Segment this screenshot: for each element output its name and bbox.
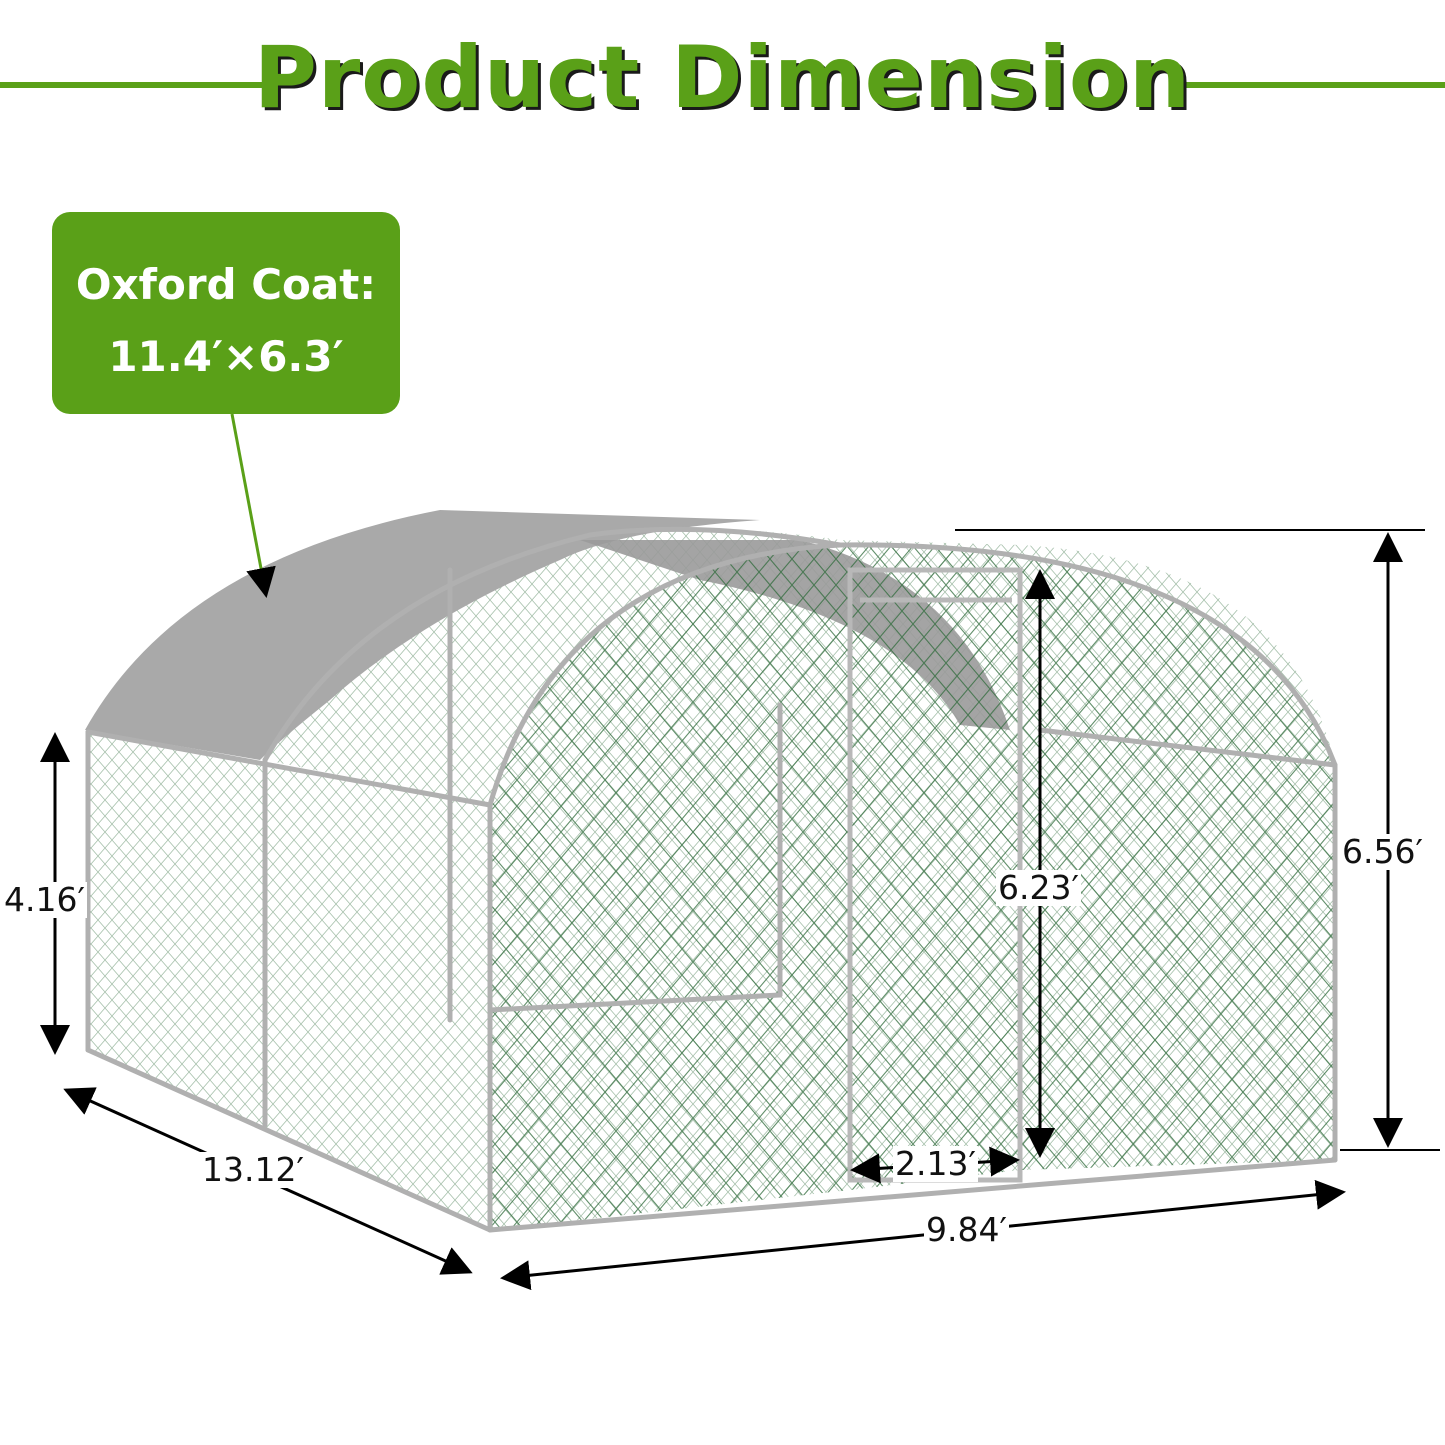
- callout-size: 11.4′×6.3′: [108, 332, 344, 381]
- page-title: Product Dimension: [253, 28, 1192, 128]
- title-rule-left: [0, 82, 272, 88]
- callout-pointer: [230, 413, 276, 598]
- width-line: [500, 1179, 1346, 1291]
- title-rule-right: [1172, 82, 1445, 88]
- total-height-label: 6.56′: [1340, 832, 1425, 871]
- oxford-coat-callout: Oxford Coat: 11.4′×6.3′: [52, 212, 400, 414]
- callout-label: Oxford Coat:: [75, 260, 377, 309]
- door-width-label: 2.13′: [893, 1144, 978, 1183]
- door-height-label: 6.23′: [996, 868, 1081, 907]
- front-mesh: [490, 544, 1335, 1230]
- middle-arch: [262, 526, 843, 763]
- side-height-label: 4.16′: [2, 880, 87, 919]
- length-label: 13.12′: [200, 1150, 306, 1189]
- width-label: 9.84′: [924, 1210, 1009, 1249]
